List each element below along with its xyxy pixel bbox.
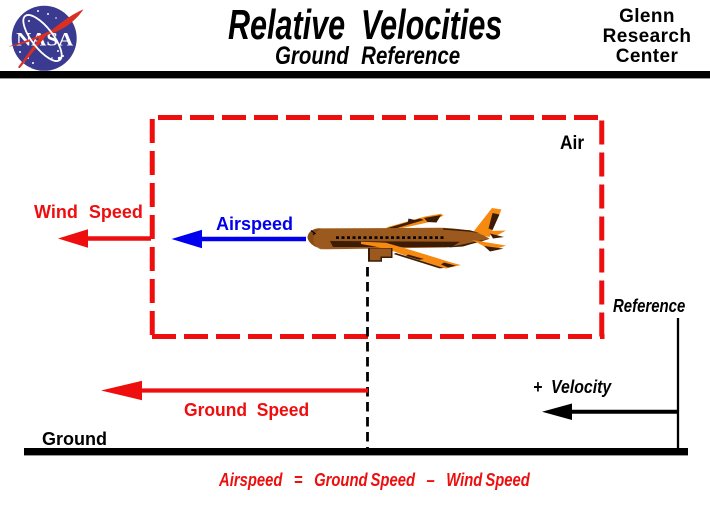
- svg-text:NASA: NASA: [16, 30, 73, 51]
